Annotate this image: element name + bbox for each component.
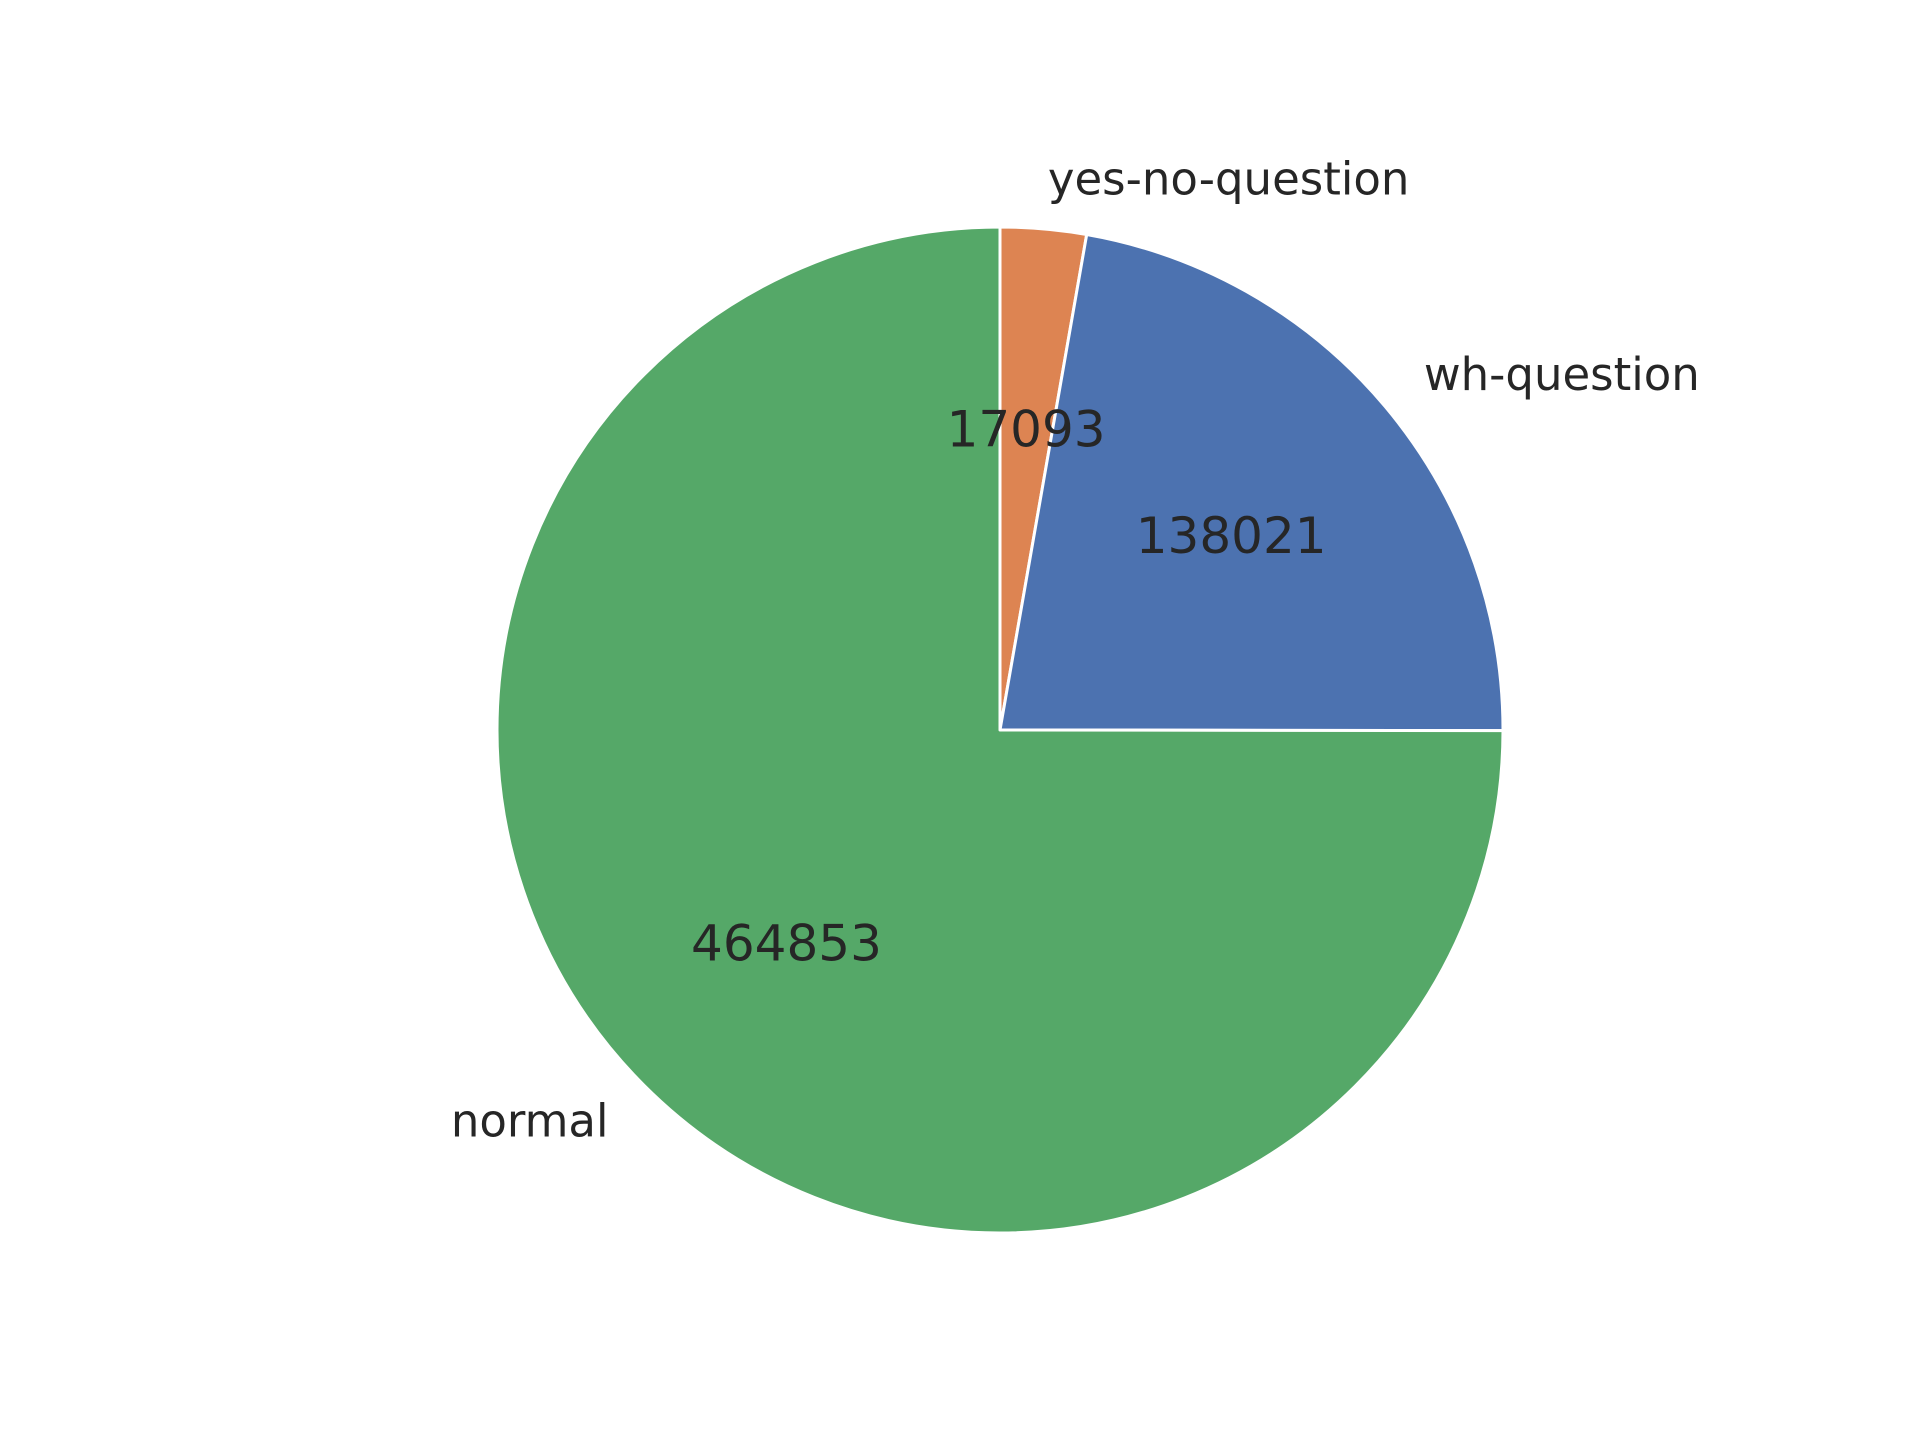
pie-slice-normal <box>495 225 1505 1235</box>
pie-slices <box>495 225 1505 1235</box>
value-label-yes-no-question: 17093 <box>947 400 1106 458</box>
pie-slice-wh-question <box>998 233 1505 733</box>
value-label-wh-question: 138021 <box>1136 507 1327 565</box>
category-label-wh-question: wh-question <box>1424 348 1700 401</box>
value-label-normal: 464853 <box>691 914 882 972</box>
category-label-yes-no-question: yes-no-question <box>1048 152 1410 205</box>
pie-labels: yes-no-question 17093 wh-question 138021 nor… <box>451 152 1700 1147</box>
category-label-normal: normal <box>451 1094 609 1147</box>
